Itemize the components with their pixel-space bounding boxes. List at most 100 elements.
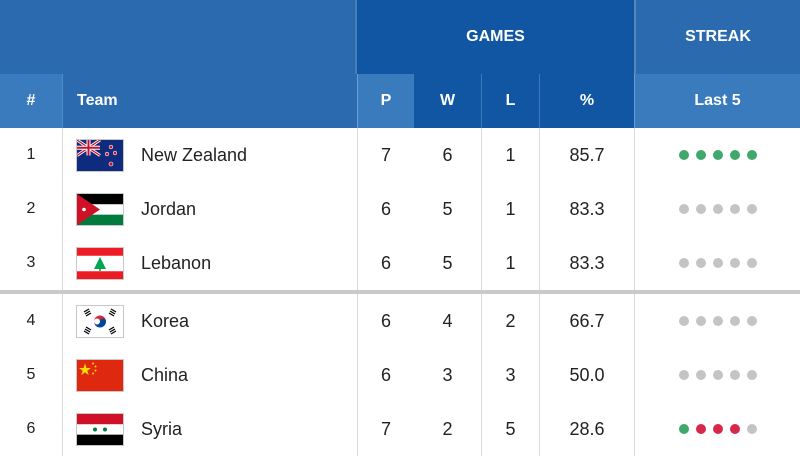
empty-dot [695, 370, 706, 380]
empty-dot [746, 204, 757, 214]
empty-dot [746, 316, 757, 326]
wins-column-header[interactable]: W [414, 74, 481, 128]
empty-dot [746, 424, 757, 434]
losses-cell: 2 [481, 294, 539, 348]
empty-dot [712, 370, 723, 380]
wins-cell: 2 [442, 418, 453, 439]
empty-dot [678, 316, 689, 326]
streak-dots [678, 316, 757, 326]
played-cell: 6 [357, 236, 414, 290]
header-group-row: GAMES STREAK [0, 0, 800, 74]
china-flag [77, 359, 123, 391]
rank-cell: 1 [26, 146, 36, 163]
table-row[interactable]: 6 Syria 7 2 5 28.6 [0, 402, 800, 456]
loss-dot [695, 424, 706, 434]
empty-dot [678, 204, 689, 214]
last5-column-header[interactable]: Last 5 [634, 74, 800, 128]
column-header-row: # Team P W L % Last 5 [0, 74, 800, 128]
team-name[interactable]: Jordan [141, 198, 197, 219]
streak-cell [634, 348, 800, 402]
losses-cell: 3 [481, 348, 539, 402]
streak-cell [634, 402, 800, 456]
wins-cell: 6 [442, 144, 453, 165]
empty-dot [729, 316, 740, 326]
team-cell[interactable]: New Zealand [62, 128, 357, 182]
header-blank [0, 0, 357, 74]
percentage-cell: 28.6 [539, 402, 634, 456]
team-cell[interactable]: Korea [62, 294, 357, 348]
loss-dot [729, 424, 740, 434]
loss-dot [712, 424, 723, 434]
empty-dot [712, 258, 723, 268]
played-column-header[interactable]: P [357, 74, 414, 128]
wins-cell: 5 [442, 198, 453, 219]
team-cell[interactable]: China [62, 348, 357, 402]
table-row[interactable]: 2 Jordan 6 5 1 83.3 [0, 182, 800, 236]
empty-dot [678, 258, 689, 268]
korea-flag [77, 305, 123, 337]
percentage-cell: 50.0 [539, 348, 634, 402]
played-cell: 6 [357, 294, 414, 348]
team-name[interactable]: Syria [141, 418, 183, 439]
percentage-cell: 83.3 [539, 182, 634, 236]
wins-cell: 5 [442, 252, 453, 273]
streak-dots [678, 370, 757, 380]
losses-cell: 1 [481, 236, 539, 290]
empty-dot [695, 258, 706, 268]
table-row[interactable]: 3 Lebanon 6 5 1 83.3 [0, 236, 800, 290]
streak-header: STREAK [634, 0, 800, 74]
empty-dot [678, 370, 689, 380]
percentage-cell: 66.7 [539, 294, 634, 348]
streak-cell [634, 294, 800, 348]
syria-flag [77, 413, 123, 445]
empty-dot [746, 370, 757, 380]
table-row[interactable]: 5 China 6 3 3 50.0 [0, 348, 800, 402]
empty-dot [729, 204, 740, 214]
streak-cell [634, 128, 800, 182]
played-cell: 7 [357, 402, 414, 456]
streak-dots [678, 204, 757, 214]
wins-cell: 3 [442, 364, 453, 385]
losses-cell: 5 [481, 402, 539, 456]
win-dot [695, 150, 706, 160]
team-cell[interactable]: Syria [62, 402, 357, 456]
losses-column-header[interactable]: L [481, 74, 539, 128]
team-name[interactable]: China [141, 364, 189, 385]
win-dot [678, 424, 689, 434]
new-zealand-flag [77, 139, 123, 171]
percentage-cell: 85.7 [539, 128, 634, 182]
win-dot [678, 150, 689, 160]
empty-dot [712, 316, 723, 326]
team-name[interactable]: Lebanon [141, 252, 212, 273]
rank-cell: 4 [26, 312, 36, 329]
empty-dot [746, 258, 757, 268]
games-header: GAMES [357, 0, 634, 74]
win-dot [729, 150, 740, 160]
played-cell: 6 [357, 348, 414, 402]
losses-cell: 1 [481, 182, 539, 236]
streak-dots [678, 150, 757, 160]
jordan-flag [77, 193, 123, 225]
empty-dot [712, 204, 723, 214]
streak-dots [678, 424, 757, 434]
rank-column-header[interactable]: # [0, 74, 62, 128]
team-cell[interactable]: Lebanon [62, 236, 357, 290]
team-name[interactable]: Korea [141, 310, 190, 331]
lebanon-flag [77, 247, 123, 279]
percentage-column-header[interactable]: % [539, 74, 634, 128]
team-cell[interactable]: Jordan [62, 182, 357, 236]
team-column-header[interactable]: Team [62, 74, 357, 128]
rank-cell: 5 [26, 366, 36, 383]
table-row[interactable]: 1 New Zealand 7 6 1 85.7 [0, 128, 800, 182]
rank-cell: 3 [26, 254, 36, 271]
empty-dot [729, 258, 740, 268]
team-name[interactable]: New Zealand [141, 144, 248, 165]
empty-dot [729, 370, 740, 380]
rank-cell: 6 [26, 420, 36, 437]
played-cell: 6 [357, 182, 414, 236]
table-row[interactable]: 4 Korea 6 4 2 66.7 [0, 294, 800, 348]
qualification-divider [0, 290, 800, 294]
streak-cell [634, 236, 800, 290]
empty-dot [695, 204, 706, 214]
played-cell: 7 [357, 128, 414, 182]
